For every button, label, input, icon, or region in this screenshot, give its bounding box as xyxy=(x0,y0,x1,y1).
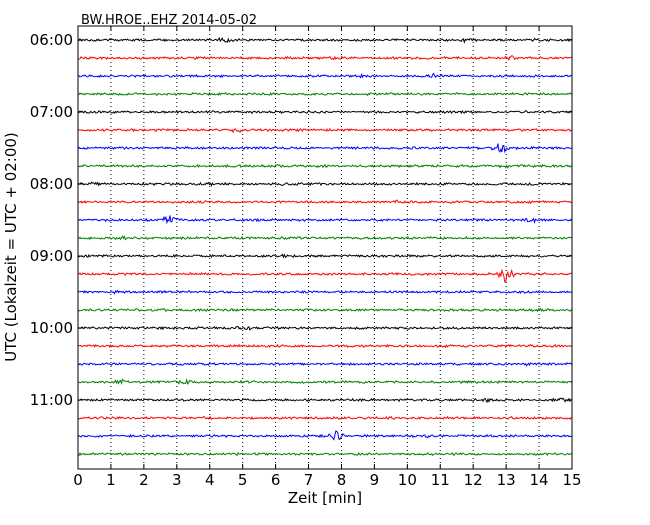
trace-line xyxy=(77,163,573,170)
trace-line xyxy=(77,430,573,441)
chart-title: BW.HROE..EHZ 2014-05-02 xyxy=(81,13,257,28)
trace-line xyxy=(77,143,573,154)
trace-line xyxy=(77,181,573,187)
x-tick-label: 2 xyxy=(139,471,149,489)
y-tick-label: 11:00 xyxy=(30,391,73,409)
trace-line xyxy=(77,109,573,115)
x-tick-label: 9 xyxy=(370,471,380,489)
x-tick-label: 0 xyxy=(73,471,83,489)
trace-line xyxy=(77,55,573,62)
y-axis-label: UTC (Lokalzeit = UTC + 02:00) xyxy=(2,132,20,362)
x-tick-label: 8 xyxy=(337,471,347,489)
x-tick-label: 12 xyxy=(464,471,483,489)
x-tick-label: 14 xyxy=(530,471,549,489)
tick-layer: 0 1 2 3 4 5 6 7 8 9 10 11 12 13 14 1506:0007:0008:0009:… xyxy=(30,26,582,489)
trace-line xyxy=(77,361,573,367)
trace-line xyxy=(77,415,573,421)
x-tick-label: 11 xyxy=(431,471,450,489)
x-axis-label: Zeit [min] xyxy=(288,489,362,507)
y-tick-label: 10:00 xyxy=(30,319,73,337)
trace-line xyxy=(77,451,573,457)
trace-line xyxy=(77,325,573,331)
trace-line xyxy=(77,72,573,79)
x-tick-label: 5 xyxy=(238,471,248,489)
trace-line xyxy=(77,307,573,313)
x-tick-label: 1 xyxy=(106,471,116,489)
plot-frame xyxy=(77,25,573,470)
trace-line xyxy=(77,215,573,225)
trace-line xyxy=(77,127,573,134)
trace-line xyxy=(77,199,572,205)
trace-line xyxy=(77,343,573,349)
trace-line xyxy=(77,397,573,404)
x-tick-label: 3 xyxy=(172,471,182,489)
y-tick-label: 07:00 xyxy=(30,103,73,121)
grid-layer xyxy=(110,26,540,469)
y-tick-label: 06:00 xyxy=(30,31,73,49)
trace-line xyxy=(77,37,573,44)
y-tick-label: 09:00 xyxy=(30,247,73,265)
trace-line xyxy=(77,235,572,241)
x-tick-label: 6 xyxy=(271,471,281,489)
trace-line xyxy=(77,91,573,97)
trace-line xyxy=(77,253,573,259)
trace-line xyxy=(77,377,573,386)
x-tick-label: 10 xyxy=(398,471,417,489)
x-tick-label: 13 xyxy=(497,471,516,489)
x-tick-label: 4 xyxy=(205,471,215,489)
x-tick-label: 7 xyxy=(304,471,314,489)
trace-layer xyxy=(77,37,573,457)
y-tick-label: 08:00 xyxy=(30,175,73,193)
trace-line xyxy=(77,289,573,295)
trace-line xyxy=(77,268,573,283)
x-tick-label: 15 xyxy=(562,471,581,489)
